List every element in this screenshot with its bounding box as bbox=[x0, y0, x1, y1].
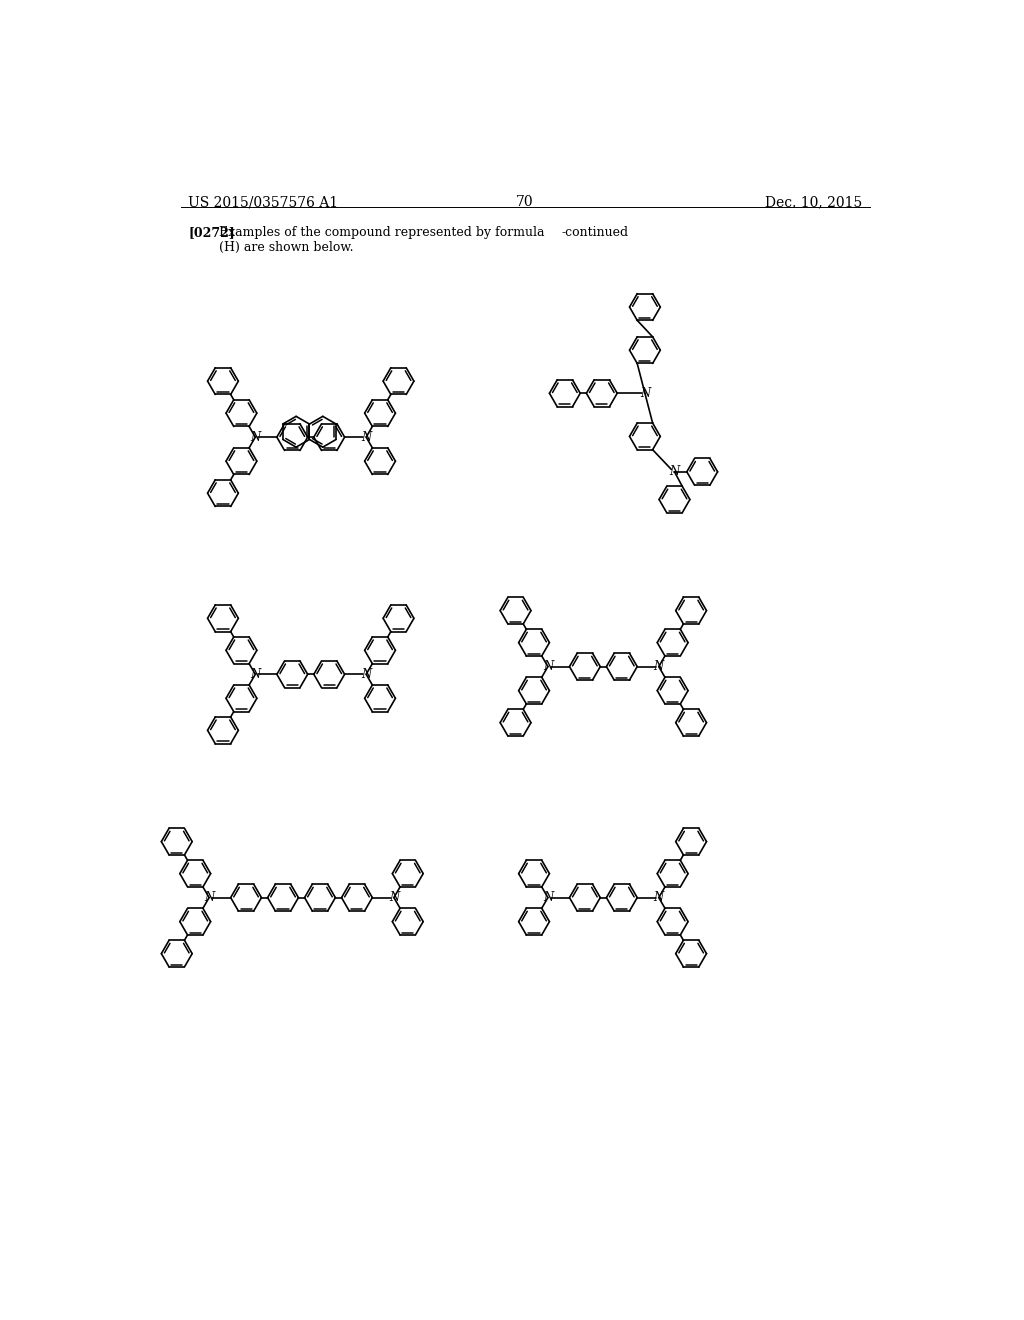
Text: 70: 70 bbox=[516, 195, 534, 210]
Text: US 2015/0357576 A1: US 2015/0357576 A1 bbox=[188, 195, 339, 210]
Text: N: N bbox=[250, 668, 260, 681]
Text: N: N bbox=[250, 430, 260, 444]
Text: [0272]: [0272] bbox=[188, 226, 236, 239]
Text: N: N bbox=[389, 891, 399, 904]
Text: N: N bbox=[204, 891, 214, 904]
Text: N: N bbox=[361, 668, 372, 681]
Text: Dec. 10, 2015: Dec. 10, 2015 bbox=[765, 195, 862, 210]
Text: N: N bbox=[653, 891, 664, 904]
Text: N: N bbox=[653, 660, 664, 673]
Text: N: N bbox=[543, 891, 553, 904]
Text: N: N bbox=[361, 430, 372, 444]
Text: Examples of the compound represented by formula
(H) are shown below.: Examples of the compound represented by … bbox=[219, 226, 545, 255]
Text: N: N bbox=[640, 387, 650, 400]
Text: -continued: -continued bbox=[562, 226, 629, 239]
Text: N: N bbox=[670, 465, 680, 478]
Text: N: N bbox=[543, 660, 553, 673]
